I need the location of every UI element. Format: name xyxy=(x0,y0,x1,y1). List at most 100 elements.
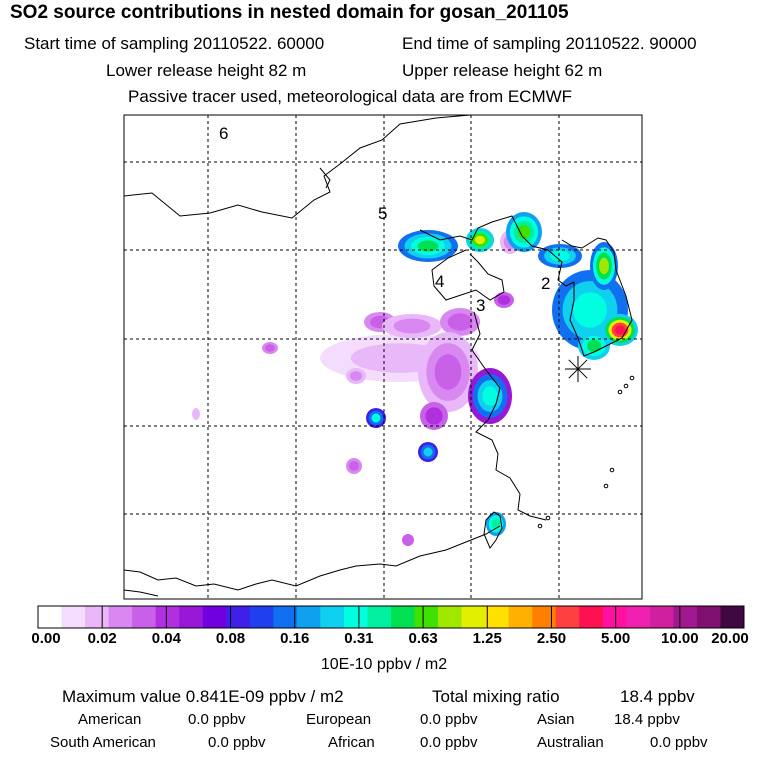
end-time: End time of sampling 20110522. 90000 xyxy=(402,34,697,53)
region-american-value: 0.0 ppbv xyxy=(188,711,246,728)
colorbar-tick-label: 0.02 xyxy=(87,630,117,647)
colorbar-swatch xyxy=(61,606,86,628)
region-south-american-label: South American xyxy=(50,734,156,751)
concentration-plume xyxy=(497,295,511,305)
colorbar-tick-label: 10.00 xyxy=(661,630,699,647)
concentration-plume xyxy=(349,461,359,471)
concentration-plume xyxy=(586,339,602,353)
map-frame xyxy=(123,114,643,600)
receptor-stroke xyxy=(568,359,588,379)
receptor-marker xyxy=(565,356,591,382)
concentration-plume xyxy=(447,313,473,331)
concentration-plume xyxy=(265,344,275,352)
region-european-value: 0.0 ppbv xyxy=(420,711,478,728)
concentration-plume xyxy=(517,225,531,239)
colorbar-swatch xyxy=(155,606,180,628)
colorbar-swatch xyxy=(602,606,627,628)
colorbar-swatch xyxy=(296,606,321,628)
colorbar-tick-label: 0.04 xyxy=(151,630,181,647)
colorbar-tick-label: 5.00 xyxy=(601,630,631,647)
colorbar-swatch xyxy=(532,606,557,628)
region-asian-label: Asian xyxy=(537,711,575,728)
colorbar-swatch xyxy=(414,606,439,628)
colorbar-swatch xyxy=(626,606,651,628)
coastline xyxy=(123,589,159,597)
colorbar-swatch xyxy=(226,606,251,628)
concentration-plume xyxy=(550,250,570,262)
island xyxy=(629,375,635,381)
region-south-american-value: 0.0 ppbv xyxy=(208,734,266,751)
region-african-label: African xyxy=(328,734,375,751)
colorbar-tick-label: 20.00 xyxy=(711,630,749,647)
start-time: Start time of sampling 20110522. 60000 xyxy=(24,34,325,53)
region-label-5: 5 xyxy=(378,204,387,223)
max-value: Maximum value 0.841E-09 ppbv / m2 xyxy=(62,687,344,706)
concentration-plume xyxy=(423,447,433,457)
island xyxy=(617,389,623,395)
colorbar-tick-label: 1.25 xyxy=(472,630,502,647)
colorbar-swatch xyxy=(555,606,580,628)
colorbar-swatch xyxy=(320,606,345,628)
concentration-plume xyxy=(417,240,439,252)
colorbar-tick-label: 0.63 xyxy=(408,630,438,647)
colorbar-tick-label: 0.31 xyxy=(344,630,374,647)
colorbar-swatch xyxy=(367,606,392,628)
colorbar-swatch xyxy=(461,606,486,628)
colorbar-swatch xyxy=(579,606,604,628)
region-american-label: American xyxy=(78,711,142,728)
region-african-value: 0.0 ppbv xyxy=(420,734,478,751)
colorbar-swatch xyxy=(85,606,110,628)
concentration-plume xyxy=(402,534,414,546)
region-label-4: 4 xyxy=(435,272,444,291)
concentration-plume xyxy=(349,371,363,381)
island xyxy=(623,383,629,389)
colorbar-swatch xyxy=(202,606,227,628)
coastline xyxy=(123,114,471,219)
coastline xyxy=(561,237,633,357)
region-australian-label: Australian xyxy=(537,734,604,751)
colorbar-swatch xyxy=(673,606,698,628)
total-mixing-label: Total mixing ratio xyxy=(432,687,560,706)
region-european-label: European xyxy=(306,711,372,728)
concentration-plume xyxy=(573,292,607,328)
coastline xyxy=(471,311,547,521)
coastline xyxy=(123,525,501,591)
colorbar-swatch xyxy=(343,606,368,628)
island xyxy=(609,467,615,473)
colorbar-tick-label: 0.08 xyxy=(215,630,246,647)
colorbar-swatch xyxy=(649,606,674,628)
data-source-note: Passive tracer used, meteorological data… xyxy=(128,87,573,106)
coastline xyxy=(319,167,331,189)
concentration-plume xyxy=(482,386,498,406)
colorbar-swatch xyxy=(249,606,274,628)
coastline xyxy=(483,511,503,549)
concentration-plume xyxy=(599,257,609,275)
colorbar-swatch xyxy=(391,606,416,628)
concentration-plume xyxy=(192,408,200,420)
colorbar-swatch xyxy=(508,606,533,628)
region-australian-value: 0.0 ppbv xyxy=(650,734,708,751)
concentration-plume xyxy=(425,407,443,425)
island xyxy=(537,523,543,529)
colorbar-swatch xyxy=(273,606,298,628)
colorbar-swatch xyxy=(179,606,204,628)
concentration-plume xyxy=(614,325,626,335)
colorbar-tick-label: 2.50 xyxy=(536,630,567,647)
chart-title: SO2 source contributions in nested domai… xyxy=(10,2,569,23)
coastline xyxy=(431,249,505,301)
total-mixing-value: 18.4 ppbv xyxy=(620,687,695,706)
island xyxy=(603,483,609,489)
concentration-plume xyxy=(393,318,431,334)
colorbar-swatch xyxy=(108,606,133,628)
colorbar-swatch xyxy=(485,606,510,628)
region-asian-value: 18.4 ppbv xyxy=(614,711,680,728)
concentration-plume xyxy=(371,413,381,423)
colorbar-units: 10E-10 ppbv / m2 xyxy=(320,656,448,673)
colorbar-swatch xyxy=(38,606,63,628)
colorbar-tick-label: 0.00 xyxy=(31,630,61,647)
colorbar-swatch xyxy=(438,606,463,628)
island xyxy=(545,515,551,521)
colorbar-swatch xyxy=(696,606,721,628)
concentration-plume xyxy=(475,235,485,245)
